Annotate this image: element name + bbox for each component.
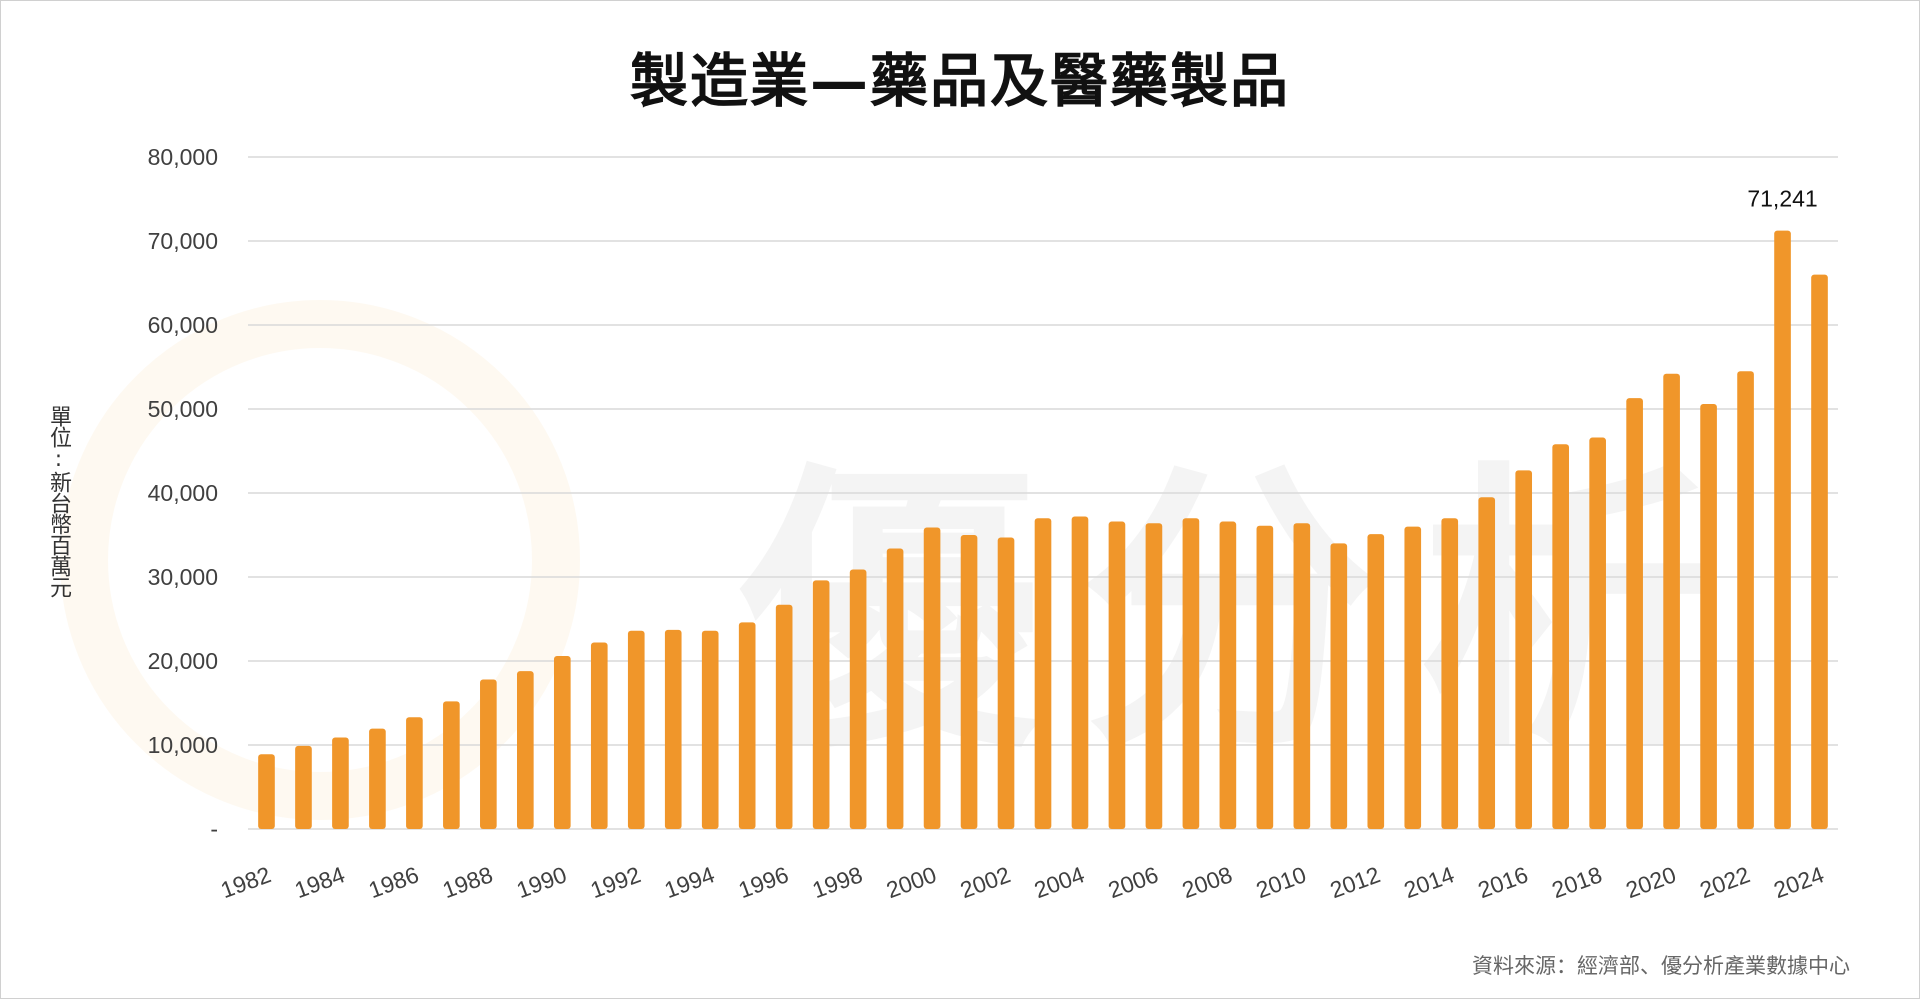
x-tick-label: 2002: [957, 861, 1014, 903]
bar-1984: [332, 737, 349, 829]
bar-2003: [1034, 518, 1052, 829]
bar-2007: [1182, 518, 1200, 829]
x-tick-label: 2014: [1400, 861, 1457, 903]
x-tick-label: 1988: [439, 861, 496, 903]
bar-1983: [295, 745, 312, 829]
y-tick-label: 10,000: [148, 732, 218, 758]
y-tick-label: 30,000: [148, 564, 218, 590]
bar-1992: [627, 630, 645, 829]
x-tick-label: 1998: [809, 861, 866, 903]
source-note: 資料來源：經濟部、優分析產業數據中心: [1472, 954, 1850, 978]
x-tick-label: 1982: [217, 861, 274, 903]
bar-1995: [738, 622, 756, 829]
bar-1988: [480, 679, 497, 829]
bar-2015: [1478, 497, 1496, 829]
bar-2002: [997, 537, 1015, 829]
bar-2012: [1367, 534, 1385, 829]
bar-1985: [369, 728, 386, 829]
bar-2014: [1441, 518, 1459, 829]
bar-1982: [258, 754, 275, 829]
y-tick-label: -: [210, 816, 218, 842]
bar-2017: [1552, 444, 1569, 829]
bar-2004: [1071, 516, 1089, 829]
bar-2009: [1256, 525, 1274, 829]
bar-2023: [1774, 230, 1791, 829]
bar-1999: [886, 548, 904, 829]
y-tick-label: 20,000: [148, 648, 218, 674]
bar-2022: [1737, 371, 1754, 829]
bar-2011: [1330, 543, 1348, 829]
x-tick-label: 2024: [1770, 861, 1827, 903]
x-tick-label: 2006: [1105, 861, 1162, 903]
bar-2021: [1700, 403, 1717, 829]
bar-2005: [1108, 521, 1126, 829]
x-tick-label: 1990: [513, 861, 570, 903]
bar-1997: [812, 580, 830, 829]
bar-1986: [406, 717, 423, 829]
bar-2020: [1663, 373, 1680, 829]
bar-2001: [960, 535, 978, 829]
x-tick-label: 2020: [1622, 861, 1679, 903]
x-tick-label: 2008: [1179, 861, 1236, 903]
y-tick-label: 70,000: [148, 228, 218, 254]
bar-2006: [1145, 523, 1163, 829]
y-axis-title: 單位:新台幣百萬元: [46, 405, 71, 597]
bar-1990: [553, 655, 571, 829]
x-tick-label: 1992: [587, 861, 644, 903]
x-tick-label: 1994: [661, 861, 718, 903]
bar-1998: [849, 569, 867, 829]
bar-2019: [1626, 398, 1643, 829]
bar-2013: [1404, 526, 1422, 829]
bar-1987: [443, 701, 460, 829]
x-tick-label: 2012: [1327, 861, 1384, 903]
bar-2016: [1515, 470, 1533, 829]
x-tick-label: 1984: [291, 861, 348, 903]
y-tick-label: 60,000: [148, 312, 218, 338]
x-tick-label: 2022: [1696, 861, 1753, 903]
bar-1994: [701, 630, 719, 829]
x-tick-label: 2018: [1548, 861, 1605, 903]
x-tick-label: 2000: [883, 861, 940, 903]
bar-1991: [590, 642, 608, 829]
bar-2008: [1219, 521, 1237, 829]
bar-2018: [1589, 437, 1606, 829]
x-tick-label: 2004: [1031, 861, 1088, 903]
bar-2000: [923, 527, 941, 829]
x-tick-label: 1986: [365, 861, 422, 903]
x-tick-label: 1996: [735, 861, 792, 903]
y-tick-label: 80,000: [148, 144, 218, 170]
bar-1993: [664, 629, 682, 829]
y-tick-label: 50,000: [148, 396, 218, 422]
bar-2010: [1293, 523, 1311, 829]
x-tick-label: 2010: [1253, 861, 1310, 903]
x-tick-label: 2016: [1474, 861, 1531, 903]
y-tick-label: 40,000: [148, 480, 218, 506]
bar-1989: [517, 671, 534, 829]
bar-2024: [1811, 274, 1828, 830]
bar-1996: [775, 604, 793, 829]
chart-title: 製造業—藥品及醫藥製品: [629, 47, 1290, 115]
data-label: 71,241: [1747, 186, 1817, 212]
